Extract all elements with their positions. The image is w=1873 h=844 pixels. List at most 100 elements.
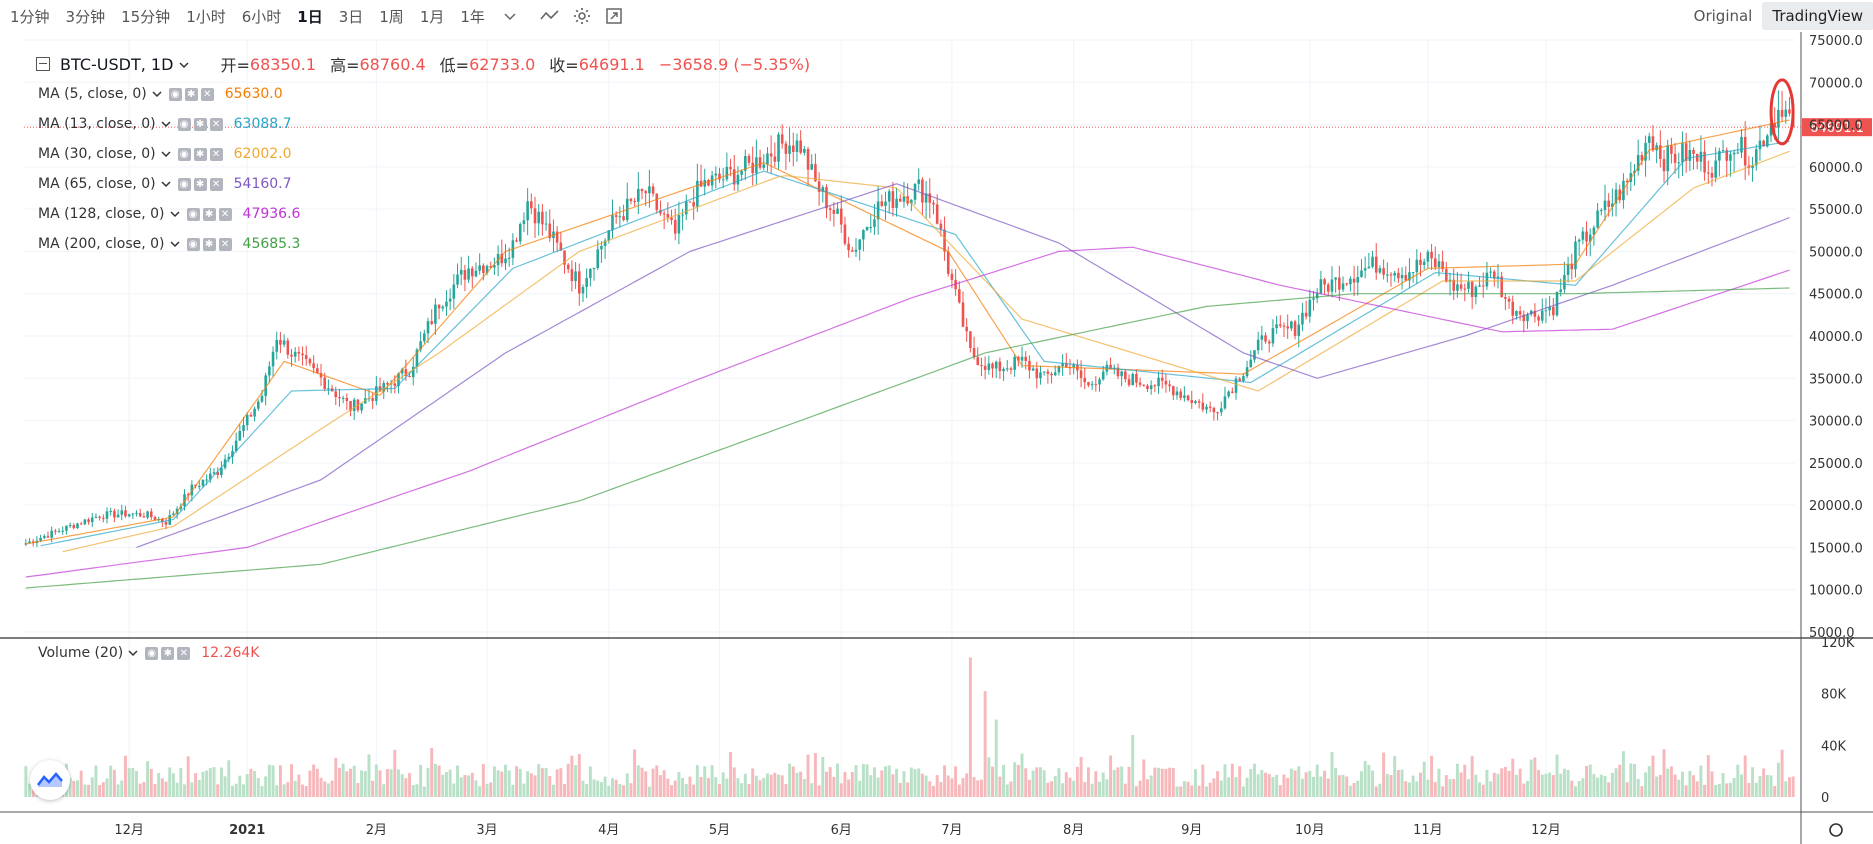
- ma-legend-label[interactable]: MA (13, close, 0): [38, 116, 156, 132]
- volume-legend-label[interactable]: Volume (20): [38, 645, 124, 661]
- price-chart[interactable]: 64691.1 75000.0 70000.0 65000.0 60000.0 55000…: [0, 32, 1873, 844]
- timeframe-0[interactable]: 1分钟: [10, 7, 50, 26]
- volume-bar: [426, 767, 430, 797]
- close-icon[interactable]: ✕: [218, 207, 232, 221]
- volume-bar: [817, 785, 821, 797]
- volume-bar: [618, 784, 622, 797]
- fullscreen-icon[interactable]: [601, 3, 627, 29]
- candle: [43, 536, 46, 538]
- eye-icon[interactable]: ◉: [177, 147, 191, 161]
- volume-bar: [1396, 770, 1400, 797]
- candle: [1201, 402, 1205, 410]
- settings-icon[interactable]: ✱: [184, 87, 198, 101]
- candle: [1662, 158, 1666, 172]
- ma-legend-label[interactable]: MA (65, close, 0): [38, 176, 156, 192]
- settings-icon[interactable]: ✱: [193, 147, 207, 161]
- timeframe-8[interactable]: 1月: [419, 7, 445, 26]
- candle: [644, 191, 647, 194]
- settings-icon[interactable]: ✱: [193, 117, 207, 131]
- eye-icon[interactable]: ◉: [177, 177, 191, 191]
- candle: [316, 368, 319, 374]
- candle: [825, 187, 828, 209]
- timeframe-5[interactable]: 1日: [297, 7, 323, 26]
- candle: [271, 351, 275, 367]
- volume-bar: [1625, 782, 1629, 797]
- candle: [574, 271, 577, 282]
- volume-bar: [345, 771, 349, 797]
- volume-bar: [1776, 762, 1780, 797]
- candle: [1256, 339, 1260, 351]
- ma-legend-label[interactable]: MA (128, close, 0): [38, 206, 165, 222]
- price-tick-label: 65000.0: [1809, 119, 1863, 134]
- close-icon[interactable]: ✕: [218, 237, 232, 251]
- candle: [1684, 143, 1688, 161]
- timeframe-4[interactable]: 6小时: [241, 7, 282, 26]
- volume-bar: [1134, 786, 1138, 797]
- candle: [1710, 173, 1714, 178]
- eye-icon[interactable]: ◉: [177, 117, 191, 131]
- tradingview-logo-icon[interactable]: [30, 760, 70, 800]
- volume-bar: [939, 781, 943, 797]
- volume-bar: [72, 781, 76, 797]
- ma-legend-label[interactable]: MA (200, close, 0): [38, 236, 165, 252]
- volume-bar: [540, 768, 544, 797]
- eye-icon[interactable]: ◉: [168, 87, 182, 101]
- symbol-label[interactable]: BTC-USDT, 1D: [60, 55, 190, 74]
- timeframe-7[interactable]: 1周: [379, 7, 404, 26]
- candle: [98, 516, 101, 518]
- candle: [1024, 356, 1028, 361]
- original-view-button[interactable]: Original: [1693, 7, 1753, 25]
- volume-bar: [1286, 777, 1290, 797]
- eye-icon[interactable]: ◉: [186, 207, 200, 221]
- volume-bar: [356, 783, 360, 797]
- close-icon[interactable]: ✕: [209, 147, 223, 161]
- volume-bar: [821, 756, 825, 797]
- settings-icon[interactable]: ✱: [193, 177, 207, 191]
- close-icon[interactable]: ✕: [177, 646, 191, 660]
- volume-bar: [577, 754, 581, 797]
- volume-bar: [1459, 772, 1463, 797]
- volume-bar: [489, 782, 493, 797]
- candle: [1238, 378, 1242, 382]
- settings-icon[interactable]: ✱: [161, 646, 175, 660]
- volume-bar: [555, 769, 559, 797]
- volume-bar: [1341, 774, 1345, 797]
- volume-bar: [1149, 775, 1153, 797]
- collapse-icon[interactable]: [36, 57, 50, 71]
- eye-icon[interactable]: ◉: [145, 646, 159, 660]
- candle: [1526, 314, 1529, 322]
- volume-bar: [1655, 776, 1659, 797]
- timeframe-3[interactable]: 1小时: [186, 7, 226, 26]
- settings-icon[interactable]: ✱: [202, 207, 216, 221]
- candle: [854, 249, 858, 252]
- candle: [186, 494, 190, 496]
- timeframe-9[interactable]: 1年: [460, 7, 485, 26]
- eye-icon[interactable]: ◉: [186, 237, 200, 251]
- settings-icon[interactable]: ✱: [202, 237, 216, 251]
- ma-legend-label[interactable]: MA (5, close, 0): [38, 86, 147, 102]
- gear-icon[interactable]: [569, 3, 595, 29]
- candle: [537, 211, 540, 224]
- timeframe-6[interactable]: 3日: [338, 7, 364, 26]
- timeframe-1[interactable]: 3分钟: [65, 7, 106, 26]
- candle: [566, 264, 570, 270]
- chart-type-icon[interactable]: [537, 3, 563, 29]
- volume-bar: [385, 769, 389, 797]
- candle: [1540, 310, 1544, 321]
- volume-bar: [68, 777, 72, 797]
- candle: [1404, 274, 1408, 281]
- volume-bar: [1267, 774, 1271, 797]
- candle: [138, 512, 142, 517]
- candle: [622, 216, 625, 221]
- close-icon[interactable]: ✕: [209, 177, 223, 191]
- ma-legend-label[interactable]: MA (30, close, 0): [38, 146, 156, 162]
- close-icon[interactable]: ✕: [200, 87, 214, 101]
- timeframe-2[interactable]: 15分钟: [121, 7, 171, 26]
- chevron-down-icon[interactable]: [497, 3, 523, 29]
- volume-bar: [802, 779, 806, 797]
- close-icon[interactable]: ✕: [209, 117, 223, 131]
- tradingview-view-button[interactable]: TradingView: [1762, 2, 1873, 30]
- candle: [1286, 326, 1289, 329]
- volume-bar: [1182, 781, 1186, 797]
- volume-bar: [1555, 754, 1559, 797]
